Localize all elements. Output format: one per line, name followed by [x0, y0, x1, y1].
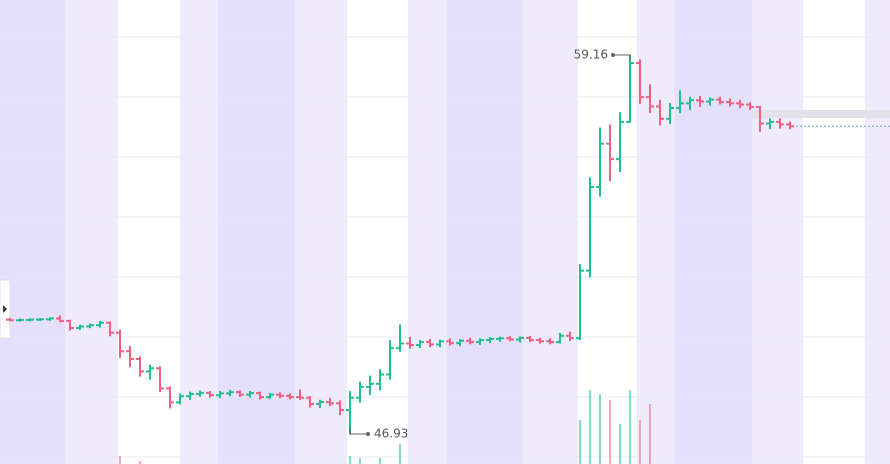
volume-bar [359, 458, 361, 464]
side-tab[interactable] [0, 279, 11, 339]
volume-bar [399, 444, 401, 464]
volume-bar [639, 420, 641, 464]
high-label: 59.16 [574, 48, 608, 62]
low-label: 46.93 [374, 427, 408, 441]
high-dot [611, 53, 615, 57]
volume-bar [619, 424, 621, 464]
low-leader [349, 426, 368, 435]
volume-bar [379, 458, 381, 464]
volume-bar [139, 461, 141, 464]
volume-bar [579, 420, 581, 464]
volume-bar [609, 400, 611, 464]
grid [0, 36, 890, 458]
volume-bar [349, 456, 351, 464]
low-dot [366, 432, 370, 436]
price-band [752, 110, 890, 118]
volume-bar [649, 404, 651, 464]
volume-bar [629, 390, 631, 464]
volume-bar [599, 394, 601, 464]
high-leader [613, 54, 631, 61]
volume-bar [589, 390, 591, 464]
marks: 59.16 46.93 [6, 48, 890, 464]
volume-bar [119, 456, 121, 464]
